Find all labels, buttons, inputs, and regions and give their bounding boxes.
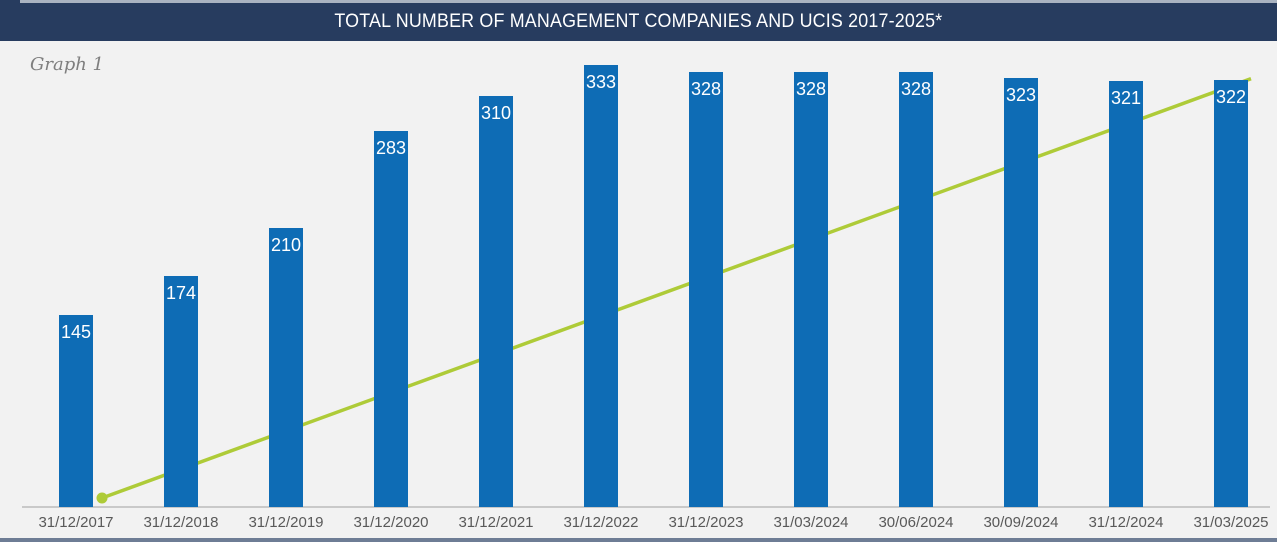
x-axis-tick-label: 31/12/2020 [353, 514, 429, 531]
x-axis-tick-label: 31/12/2019 [248, 514, 324, 531]
chart-title-bar: TOTAL NUMBER OF MANAGEMENT COMPANIES AND… [0, 3, 1277, 41]
bar: 321 [1109, 81, 1143, 507]
page-top-edge [0, 0, 1277, 3]
bar: 210 [269, 228, 303, 507]
trend-line-start-marker [96, 492, 108, 504]
bar: 310 [479, 95, 513, 507]
bar-value-label: 310 [480, 102, 512, 123]
x-axis-tick-label: 31/12/2018 [143, 514, 219, 531]
bar-value-label: 145 [60, 321, 92, 342]
chart-title: TOTAL NUMBER OF MANAGEMENT COMPANIES AND… [334, 11, 943, 32]
bar: 174 [164, 276, 198, 507]
bar: 323 [1004, 78, 1038, 507]
x-axis-tick-label: 31/12/2023 [668, 514, 744, 531]
x-axis-tick-label: 31/12/2022 [563, 514, 639, 531]
x-axis-tick-label: 31/12/2017 [38, 514, 114, 531]
page-top-left-notch [0, 0, 20, 3]
bar: 145 [59, 314, 93, 507]
bar-value-label: 321 [1110, 88, 1142, 109]
bar-value-label: 174 [165, 283, 197, 304]
bar: 328 [794, 71, 828, 507]
page-bottom-edge [0, 538, 1277, 542]
bar-value-label: 283 [375, 138, 407, 159]
x-axis-tick-label: 31/12/2021 [458, 514, 534, 531]
bar-value-label: 328 [690, 78, 722, 99]
bar: 328 [689, 71, 723, 507]
x-axis-tick-label: 30/06/2024 [878, 514, 954, 531]
x-axis-tick-label: 31/03/2024 [773, 514, 849, 531]
bar-value-label: 333 [585, 72, 617, 93]
graph-number-label: Graph 1 [30, 54, 105, 75]
x-axis-tick-label: 31/03/2025 [1193, 514, 1269, 531]
bar: 283 [374, 131, 408, 507]
bar-value-label: 328 [795, 78, 827, 99]
x-axis-tick-label: 30/09/2024 [983, 514, 1059, 531]
bar-value-label: 323 [1005, 85, 1037, 106]
bar: 322 [1214, 79, 1248, 507]
bar: 333 [584, 65, 618, 507]
bar: 328 [899, 71, 933, 507]
bar-value-label: 328 [900, 78, 932, 99]
x-axis-line [22, 506, 1270, 508]
bar-value-label: 210 [270, 235, 302, 256]
bar-value-label: 322 [1215, 86, 1247, 107]
x-axis-tick-label: 31/12/2024 [1088, 514, 1164, 531]
